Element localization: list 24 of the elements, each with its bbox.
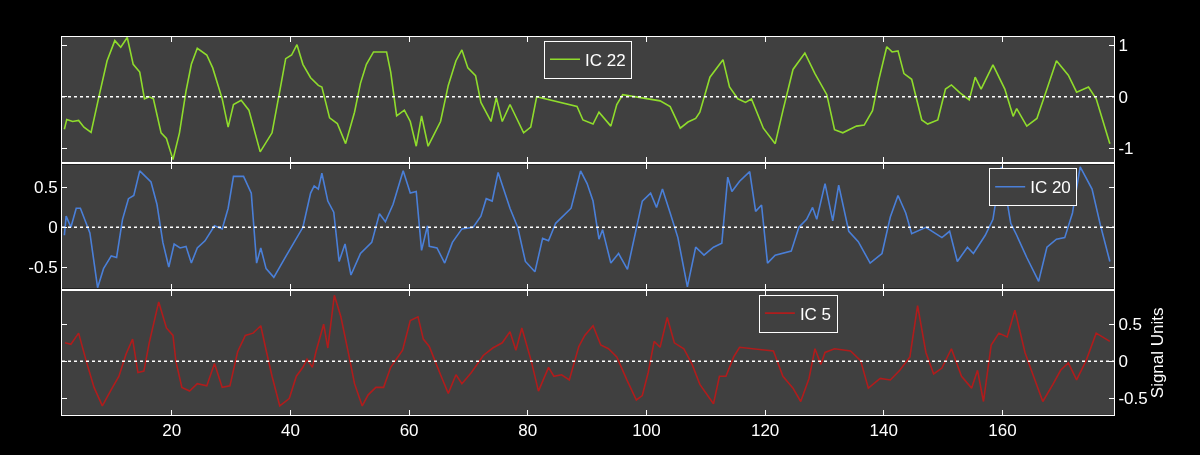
y-tick-label: -0.5 bbox=[1118, 389, 1148, 409]
line-series bbox=[64, 294, 1111, 407]
y-tick-label: 1 bbox=[1118, 36, 1128, 56]
y-axis-title: Signal Units bbox=[1147, 307, 1167, 399]
y-tick-label: -1 bbox=[1118, 139, 1134, 159]
x-tick-label: 40 bbox=[280, 421, 300, 441]
y-tick-label: 0 bbox=[48, 218, 58, 238]
x-tick-label: 120 bbox=[750, 421, 780, 441]
x-tick-label: 20 bbox=[162, 421, 182, 441]
y-tick-label: 0 bbox=[1118, 87, 1128, 107]
y-tick-label: 0 bbox=[1118, 352, 1128, 372]
y-tick-label: -0.5 bbox=[28, 258, 58, 278]
x-tick-label: 100 bbox=[632, 421, 661, 441]
legend-label: IC 22 bbox=[585, 50, 626, 70]
legend-label: IC 5 bbox=[799, 304, 832, 324]
x-tick-label: 160 bbox=[988, 421, 1017, 441]
x-tick-label: 80 bbox=[518, 421, 538, 441]
y-tick-label: 0.5 bbox=[1118, 315, 1143, 335]
line-series bbox=[63, 37, 1111, 161]
line-series bbox=[63, 166, 1111, 289]
x-tick-label: 140 bbox=[869, 421, 898, 441]
legend-label: IC 20 bbox=[1030, 178, 1071, 198]
x-tick-label: 60 bbox=[399, 421, 419, 441]
y-tick-label: 0.5 bbox=[33, 178, 58, 198]
